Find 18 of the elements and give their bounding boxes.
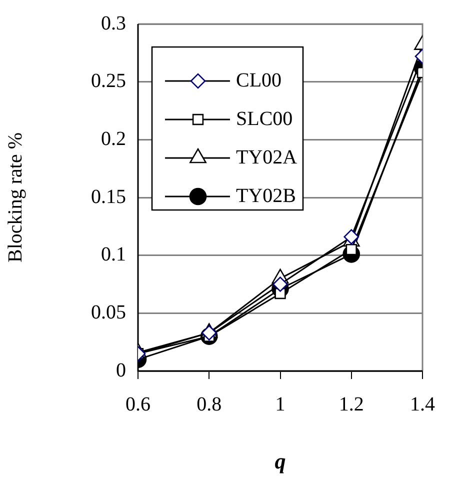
x-axis-title: q [274, 448, 286, 474]
y-tick-label: 0.05 [91, 301, 126, 324]
x-tick-label: 1 [275, 393, 286, 416]
y-tick-label: 0 [116, 359, 126, 382]
y-axis-title: Blocking rate % [4, 132, 26, 262]
legend-label: TY02A [236, 146, 298, 168]
x-tick-label: 1.4 [410, 393, 435, 416]
legend-label: TY02B [236, 184, 296, 207]
y-tick-label: 0.1 [101, 244, 126, 266]
x-tick-label: 0.8 [196, 393, 222, 416]
y-tick-label: 0.3 [101, 12, 126, 34]
legend-label: SLC00 [236, 108, 293, 130]
y-tick-label: 0.25 [91, 70, 126, 92]
x-tick-label: 0.6 [126, 393, 150, 416]
x-tick-label: 1.2 [338, 393, 364, 416]
y-tick-label: 0.2 [101, 128, 126, 150]
legend-label: CL00 [236, 69, 282, 92]
y-tick-label: 0.15 [91, 186, 126, 208]
